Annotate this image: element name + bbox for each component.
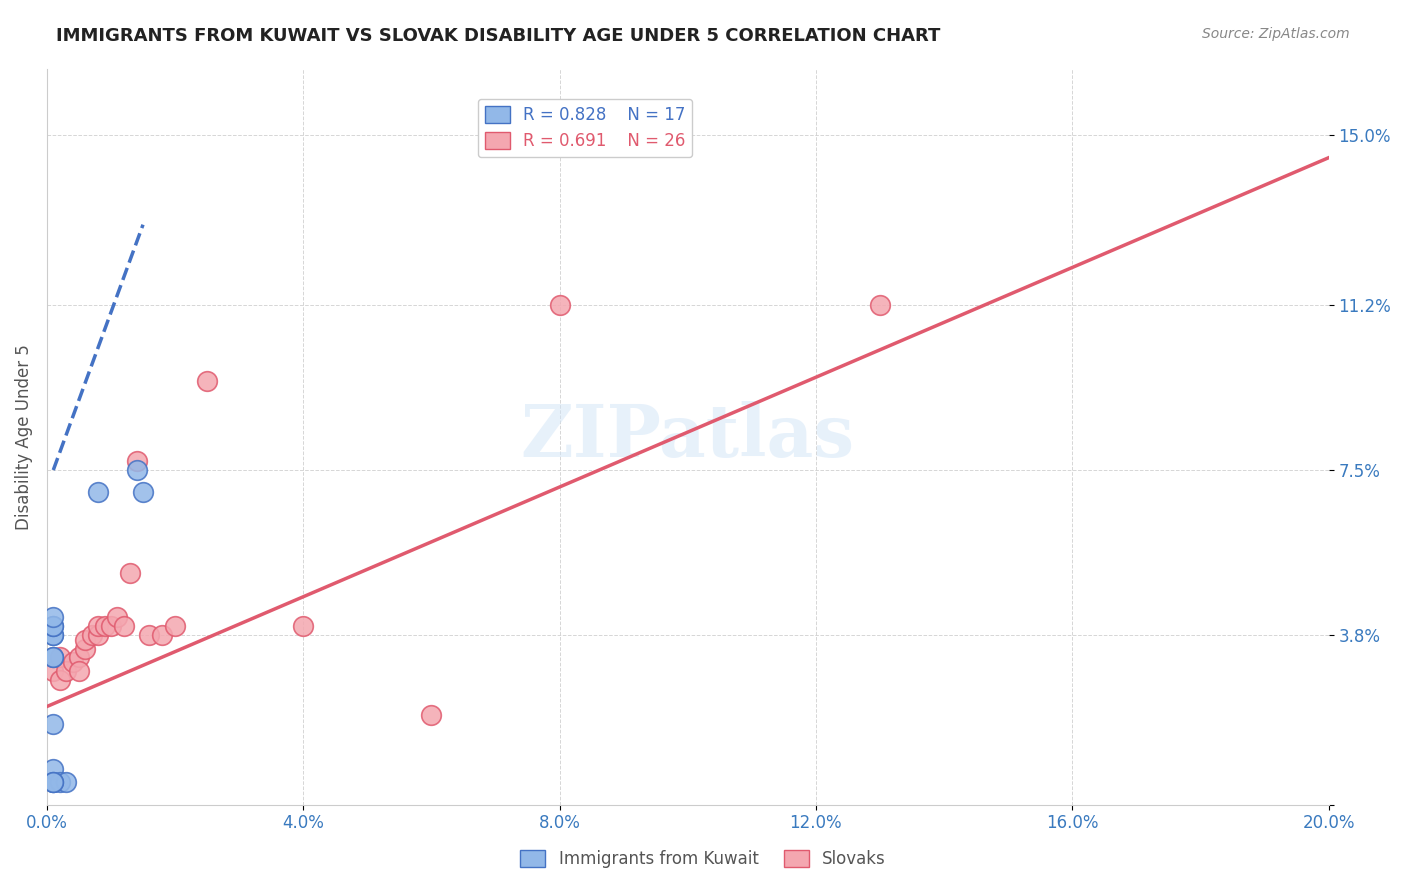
Legend: Immigrants from Kuwait, Slovaks: Immigrants from Kuwait, Slovaks [513,843,893,875]
Point [42,619,65,633]
Point [87,628,110,642]
Point [120,566,142,580]
Point [100,619,122,633]
Point [55,664,77,678]
Point [42,775,65,789]
Text: ZIPatlas: ZIPatlas [520,401,855,472]
Point [42,775,65,789]
Point [42,619,65,633]
Point [80,628,103,642]
Point [420,708,443,723]
Point [55,775,77,789]
Point [87,619,110,633]
Point [132,485,155,500]
Point [105,610,128,624]
Point [42,650,65,665]
Point [75,632,97,647]
Point [42,628,65,642]
Point [150,628,173,642]
Point [48,673,70,687]
Point [125,454,148,468]
Point [869,298,891,312]
Point [42,664,65,678]
Y-axis label: Disability Age Under 5: Disability Age Under 5 [15,343,32,530]
Legend: R = 0.828    N = 17, R = 0.691    N = 26: R = 0.828 N = 17, R = 0.691 N = 26 [478,99,692,157]
Point [112,619,135,633]
Point [93,619,115,633]
Point [75,641,97,656]
Point [165,619,187,633]
Point [67,650,90,665]
Point [125,463,148,477]
Point [42,717,65,731]
Text: IMMIGRANTS FROM KUWAIT VS SLOVAK DISABILITY AGE UNDER 5 CORRELATION CHART: IMMIGRANTS FROM KUWAIT VS SLOVAK DISABIL… [56,27,941,45]
Point [292,619,315,633]
Point [42,762,65,776]
Point [87,485,110,500]
Point [48,650,70,665]
Point [42,775,65,789]
Point [195,374,218,388]
Point [48,775,70,789]
Point [548,298,571,312]
Point [62,655,84,669]
Point [42,650,65,665]
Point [67,664,90,678]
Text: Source: ZipAtlas.com: Source: ZipAtlas.com [1202,27,1350,41]
Point [42,610,65,624]
Point [42,628,65,642]
Point [138,628,160,642]
